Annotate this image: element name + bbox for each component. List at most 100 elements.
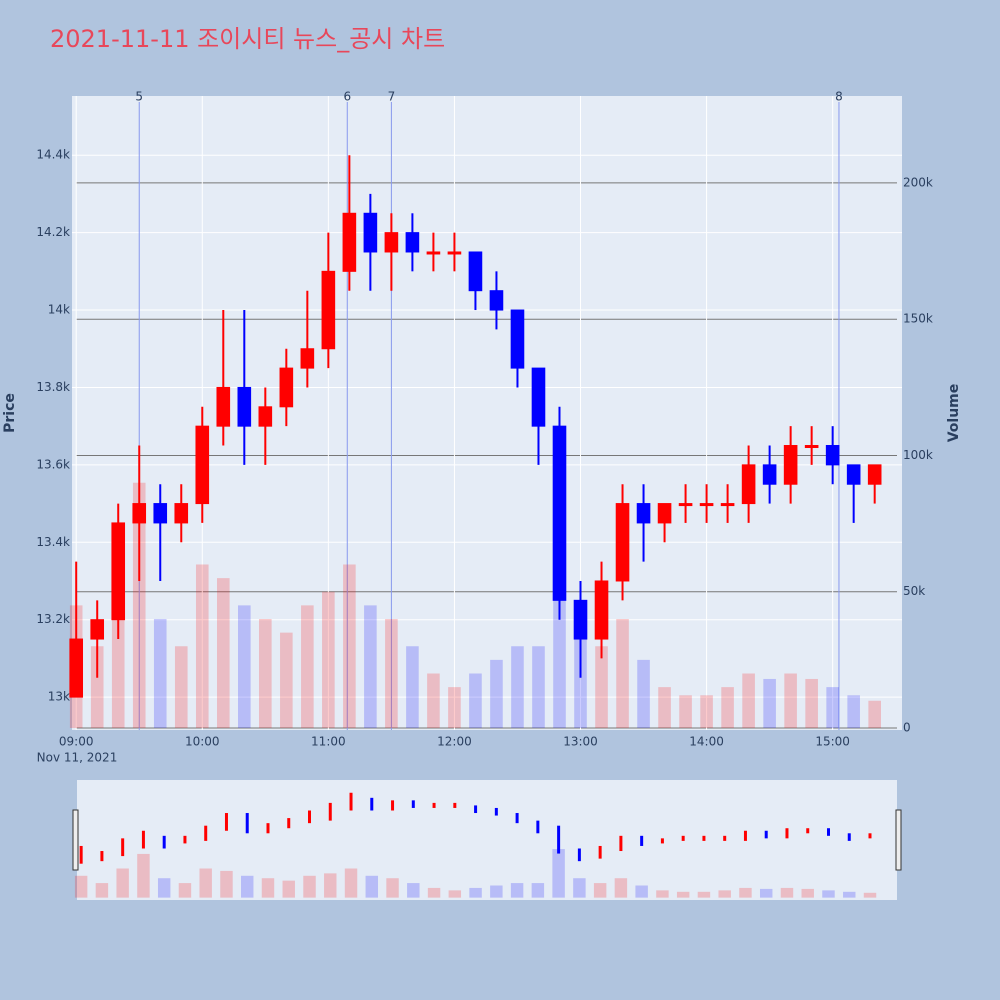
- candle-body: [720, 503, 735, 507]
- candle-body: [510, 309, 525, 369]
- slider-volume-bar: [282, 880, 295, 898]
- y-tick-label: 13k: [48, 690, 70, 704]
- slider-volume-bar: [220, 870, 233, 898]
- y-tick-label: 13.4k: [36, 535, 70, 549]
- candle-body: [594, 580, 609, 640]
- candle-body: [132, 503, 147, 524]
- candle-body: [741, 464, 756, 505]
- slider-volume-bar: [448, 890, 462, 898]
- volume-bar: [174, 646, 188, 728]
- range-handle[interactable]: [72, 809, 79, 871]
- volume-bar: [595, 646, 608, 728]
- y2-tick-label: 0: [903, 720, 911, 734]
- volume-bar: [322, 591, 335, 728]
- volume-bar: [721, 687, 734, 728]
- candle-body: [615, 503, 630, 582]
- volume-bar: [616, 618, 629, 728]
- slider-volume-bar: [843, 891, 856, 898]
- y-tick-label: 14.4k: [36, 148, 70, 162]
- candle-body: [384, 232, 399, 253]
- candle-body: [174, 503, 189, 524]
- y-tick-label: 13.2k: [36, 612, 70, 626]
- slider-volume-bar: [324, 873, 337, 898]
- annotation-label: 8: [835, 90, 843, 104]
- volume-bar: [805, 678, 818, 728]
- x-tick-label: 11:00: [311, 735, 346, 749]
- y-tick-label: 13.6k: [36, 457, 70, 471]
- candle-body: [216, 386, 231, 427]
- annotation-label: 7: [388, 90, 396, 104]
- candle-body: [657, 503, 672, 524]
- candle-body: [783, 445, 798, 485]
- y-axis-label: Price: [2, 393, 18, 433]
- slider-volume-bar: [490, 885, 503, 898]
- volume-bar: [784, 673, 797, 728]
- volume-bar: [511, 646, 524, 728]
- slider-volume-bar: [863, 892, 877, 898]
- volume-bar: [427, 673, 440, 728]
- volume-bar: [385, 618, 398, 728]
- x-tick-label: 10:00: [185, 735, 220, 749]
- slider-volume-bar: [261, 878, 275, 898]
- candle-body: [321, 270, 336, 350]
- slider-volume-bar: [469, 887, 482, 898]
- candle-body: [300, 348, 315, 369]
- volume-bar: [280, 632, 293, 728]
- volume-bar: [679, 695, 692, 728]
- slider-volume-bar: [241, 875, 254, 898]
- candle-body: [867, 464, 882, 485]
- volume-bar: [216, 578, 230, 728]
- y2-tick-label: 50k: [903, 584, 925, 598]
- candle-body: [552, 425, 567, 601]
- candle-body: [489, 290, 504, 311]
- slider-volume-bar: [614, 878, 628, 898]
- slider-volume-bar: [697, 891, 711, 898]
- volume-bar: [343, 564, 356, 728]
- volume-bar: [637, 659, 650, 728]
- range-slider[interactable]: [77, 780, 897, 900]
- slider-volume-bar: [157, 878, 171, 898]
- volume-bar: [364, 605, 377, 728]
- volume-bar: [532, 646, 545, 728]
- range-handle[interactable]: [895, 809, 902, 871]
- candle-body: [111, 522, 126, 621]
- candle-body: [573, 599, 588, 640]
- slider-volume-bar: [365, 875, 379, 898]
- x-tick-label: 13:00: [563, 735, 598, 749]
- y-tick-label: 14.2k: [36, 225, 70, 239]
- candle-body: [636, 503, 651, 524]
- candle-body: [846, 464, 861, 485]
- x-tick-label: 09:00: [59, 735, 94, 749]
- slider-volume-bar: [531, 883, 545, 898]
- candle-body: [825, 445, 840, 466]
- candle-body: [762, 464, 777, 485]
- volume-bar: [238, 605, 251, 728]
- x-sublabel: Nov 11, 2021: [37, 751, 118, 765]
- annotation-label: 6: [343, 90, 351, 104]
- y-tick-label: 13.8k: [36, 380, 70, 394]
- slider-volume-bar: [199, 868, 212, 898]
- volume-bar: [826, 687, 839, 728]
- volume-bar: [301, 605, 314, 728]
- candle-body: [699, 503, 714, 507]
- candle-body: [804, 445, 819, 449]
- volume-bar: [847, 695, 860, 728]
- volume-bar: [490, 659, 503, 728]
- volume-bar: [700, 695, 713, 728]
- candle-body: [90, 619, 105, 640]
- slider-volume-bar: [801, 888, 814, 898]
- candle-body: [426, 251, 441, 255]
- y-tick-label: 14k: [48, 303, 70, 317]
- slider-volume-bar: [635, 885, 648, 898]
- volume-bar: [469, 673, 482, 728]
- volume-bar: [153, 618, 167, 728]
- slider-volume-bar: [95, 883, 109, 898]
- candle-body: [531, 367, 546, 427]
- slider-volume-bar: [116, 868, 129, 898]
- volume-bar: [259, 618, 272, 728]
- slider-volume-bar: [137, 853, 150, 898]
- candle-body: [678, 503, 693, 507]
- slider-volume-bar: [780, 887, 794, 898]
- x-tick-label: 15:00: [815, 735, 850, 749]
